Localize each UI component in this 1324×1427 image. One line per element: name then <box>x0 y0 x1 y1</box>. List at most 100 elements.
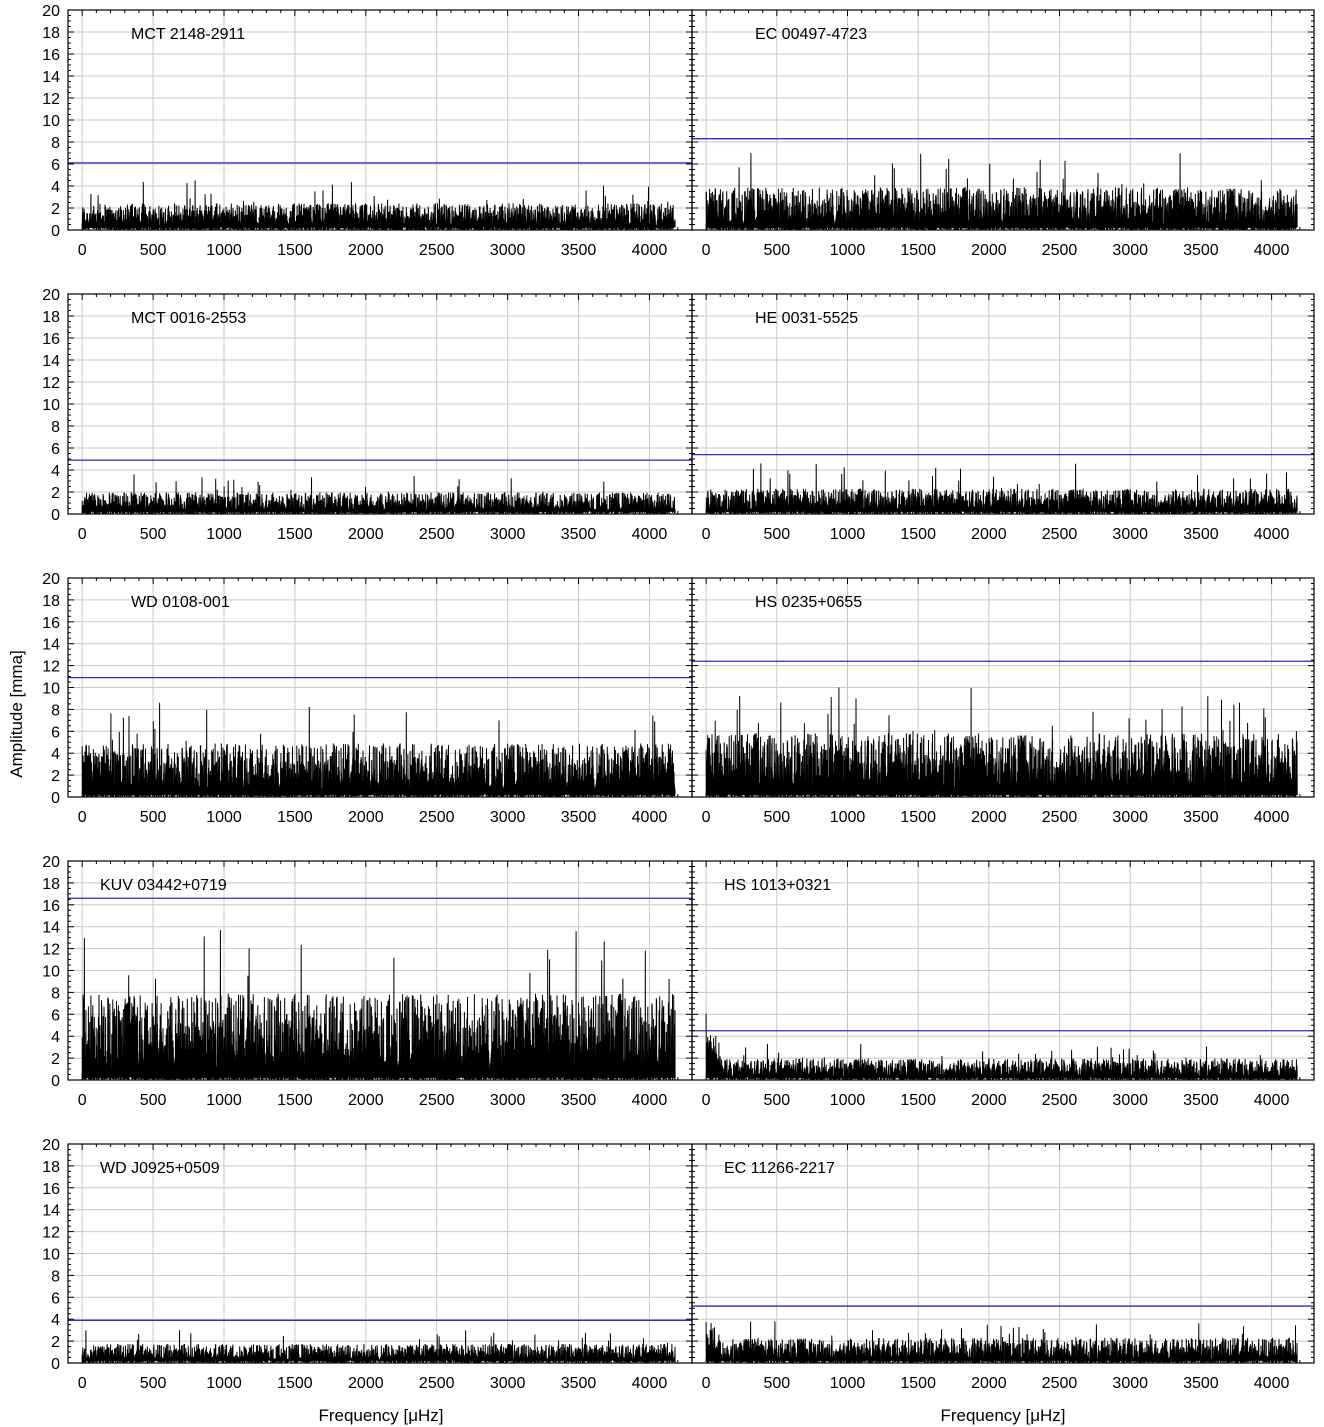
x-tick-label: 1000 <box>206 242 242 259</box>
x-tick-label: 4000 <box>1254 809 1290 826</box>
y-tick-label: 6 <box>51 1290 60 1307</box>
x-tick-label: 0 <box>78 242 87 259</box>
y-tick-label: 2 <box>51 1051 60 1068</box>
x-tick-label: 3000 <box>1112 526 1148 543</box>
x-tick-label: 1000 <box>830 809 866 826</box>
x-tick-label: 2500 <box>1042 526 1078 543</box>
panel-title: MCT 2148-2911 <box>131 26 245 43</box>
x-tick-label: 2000 <box>971 242 1007 259</box>
y-tick-label: 8 <box>51 985 60 1002</box>
x-tick-label: 4000 <box>632 242 668 259</box>
x-tick-label: 2000 <box>971 526 1007 543</box>
grid <box>68 577 692 798</box>
x-tick-label: 2500 <box>1042 809 1078 826</box>
y-tick-label: 18 <box>42 309 60 326</box>
x-tick-label: 1500 <box>900 1092 936 1109</box>
x-tick-label: 500 <box>140 1092 167 1109</box>
y-tick-label: 0 <box>51 223 60 240</box>
y-tick-label: 10 <box>42 964 60 981</box>
x-tick-label: 3000 <box>1112 242 1148 259</box>
minor-ticks <box>68 860 692 1081</box>
x-tick-label: 3500 <box>561 809 597 826</box>
x-tick-label: 1000 <box>206 809 242 826</box>
minor-ticks <box>68 1143 692 1364</box>
x-tick-label: 2500 <box>1042 242 1078 259</box>
x-tick-label: 500 <box>140 1375 167 1392</box>
panel-title: EC 11266-2217 <box>724 1160 835 1177</box>
x-tick-label: 500 <box>763 526 790 543</box>
x-tick-label: 1500 <box>277 809 313 826</box>
x-tick-label: 3500 <box>561 1375 597 1392</box>
x-tick-label: 2500 <box>419 1092 455 1109</box>
x-tick-label: 500 <box>140 242 167 259</box>
x-tick-label: 3500 <box>561 1092 597 1109</box>
y-tick-label: 4 <box>51 179 60 196</box>
x-tick-label: 4000 <box>1254 1092 1290 1109</box>
y-tick-label: 0 <box>51 507 60 524</box>
x-tick-label: 1000 <box>206 1092 242 1109</box>
x-tick-label: 3500 <box>1183 1375 1219 1392</box>
x-tick-label: 0 <box>702 526 711 543</box>
y-tick-label: 20 <box>42 3 60 20</box>
panel-title: WD J0925+0509 <box>100 1160 220 1177</box>
amplitude-spectrum <box>705 1321 1298 1364</box>
y-tick-label: 12 <box>42 91 60 108</box>
grid <box>692 293 1314 515</box>
x-tick-label: 0 <box>78 526 87 543</box>
amplitude-spectrum <box>81 474 676 515</box>
x-tick-label: 1500 <box>900 526 936 543</box>
minor-ticks <box>692 1143 1314 1364</box>
x-tick-label: 4000 <box>1254 1375 1290 1392</box>
amplitude-spectrum <box>81 180 676 231</box>
panel-9: 0 500 1000 1500 2000 2500 3000 3500 4000 0 2 4 6 8 10 1… <box>42 1137 693 1392</box>
x-tick-label: 4000 <box>632 809 668 826</box>
amplitude-spectrum <box>81 1330 676 1364</box>
y-tick-label: 2 <box>51 1334 60 1351</box>
x-tick-label: 3500 <box>1183 242 1219 259</box>
y-tick-label: 4 <box>51 746 60 763</box>
y-tick-label: 10 <box>42 1247 60 1264</box>
x-tick-label: 1000 <box>830 242 866 259</box>
panel-6: 0 500 1000 1500 2000 2500 3000 3500 4000 HS 0235+… <box>691 577 1315 826</box>
x-tick-label: 500 <box>763 1092 790 1109</box>
x-tick-label: 2000 <box>348 809 384 826</box>
x-tick-label: 500 <box>763 1375 790 1392</box>
panel-7: 0 500 1000 1500 2000 2500 3000 3500 4000 0 2 4 6 8 10 1… <box>42 854 693 1109</box>
panel-10: 0 500 1000 1500 2000 2500 3000 3500 4000 EC 11266… <box>691 1143 1315 1392</box>
panel-3: 0 500 1000 1500 2000 2500 3000 3500 4000 0 2 4 6 8 10 1… <box>42 287 693 543</box>
panel-title: HS 0235+0655 <box>755 594 862 611</box>
x-tick-label: 0 <box>702 242 711 259</box>
y-tick-label: 16 <box>42 898 60 915</box>
x-tick-label: 2500 <box>419 242 455 259</box>
y-tick-label: 0 <box>51 790 60 807</box>
x-tick-label: 1000 <box>206 1375 242 1392</box>
panels: 0 500 1000 1500 2000 2500 3000 3500 400002468101… <box>42 3 1315 1392</box>
x-tick-label: 2500 <box>419 526 455 543</box>
x-tick-label: 1500 <box>277 242 313 259</box>
x-tick-label: 0 <box>702 1092 711 1109</box>
x-tick-label: 2500 <box>1042 1375 1078 1392</box>
x-tick-label: 500 <box>140 809 167 826</box>
y-tick-label: 20 <box>42 854 60 871</box>
x-tick-label: 500 <box>763 242 790 259</box>
x-tick-label: 500 <box>763 809 790 826</box>
panel-title: EC 00497-4723 <box>755 26 867 43</box>
x-tick-label: 1500 <box>900 1375 936 1392</box>
y-tick-label: 12 <box>42 659 60 676</box>
y-tick-label: 12 <box>42 1225 60 1242</box>
y-tick-label: 8 <box>51 135 60 152</box>
panel-5: 0 500 1000 1500 2000 2500 3000 3500 4000 0 2 4 6 8 10 1… <box>42 571 693 826</box>
x-tick-label: 2500 <box>1042 1092 1078 1109</box>
x-tick-label: 3000 <box>490 526 526 543</box>
y-tick-label: 6 <box>51 724 60 741</box>
y-tick-label: 6 <box>51 441 60 458</box>
x-tick-label: 1500 <box>900 242 936 259</box>
x-tick-label: 4000 <box>632 526 668 543</box>
y-tick-label: 10 <box>42 397 60 414</box>
amplitude-spectrum <box>705 1013 1298 1081</box>
panel-title: WD 0108-001 <box>131 594 230 611</box>
y-tick-label: 18 <box>42 876 60 893</box>
y-tick-label: 2 <box>51 768 60 785</box>
x-tick-label: 0 <box>78 809 87 826</box>
